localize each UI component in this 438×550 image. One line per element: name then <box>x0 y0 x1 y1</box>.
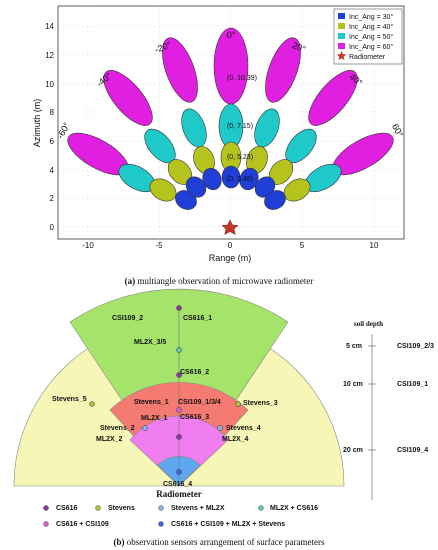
label-ml2x-4: ML2X_4 <box>222 436 249 443</box>
sensor-point-csi109-134 <box>176 407 182 413</box>
ytick: 0 <box>50 223 55 232</box>
angle-label-0: 0° <box>227 30 236 40</box>
depth-20cm-sensor: CSI109_4 <box>397 447 428 454</box>
legend-label-radiometer: Radiometer <box>349 54 386 61</box>
legend-label-inc60: Inc_Ang = 60° <box>349 43 393 51</box>
legend-swatch-inc60 <box>338 43 345 49</box>
legend-b-ml2x-cs616-swatch <box>258 505 264 511</box>
sensor-point-cs616-4 <box>176 469 182 475</box>
xtick: 0 <box>228 241 233 250</box>
label-stevens-1: Stevens_1 <box>134 399 169 406</box>
xtick: -10 <box>82 241 94 250</box>
footprint-60-m40 <box>103 70 153 126</box>
legend-label-inc40: Inc_Ang = 40° <box>349 23 393 31</box>
soil-depth-panel: soil depth 5 cm CSI109_2/3 10 cm CSI109_… <box>343 320 434 500</box>
label-ml2x-3-5: ML2X_3/5 <box>134 339 166 346</box>
sensor-point-stevens-3 <box>235 401 241 407</box>
legend-swatch-inc30 <box>338 13 345 19</box>
legend-b-stevens-ml2x-swatch <box>158 505 164 511</box>
label-ml2x-1: ML2X_1 <box>141 415 168 422</box>
inc50-footprints <box>118 103 342 193</box>
ytick: 14 <box>45 22 54 31</box>
soil-depth-title: soil depth <box>354 320 383 328</box>
center-label-30: (0, 3.46) <box>227 176 253 183</box>
legend-b-cs616-swatch <box>43 505 49 511</box>
depth-10cm-sensor: CSI109_1 <box>397 381 428 388</box>
sensor-point-cs616-2 <box>176 372 182 378</box>
caption-a: (a) multiangle observation of microwave … <box>125 276 314 286</box>
xtick: -5 <box>155 241 163 250</box>
legend-b-stevens-ml2x: Stevens + ML2X <box>171 505 225 512</box>
ytick: 4 <box>50 166 55 175</box>
center-label-60: (0, 10.39) <box>227 75 257 82</box>
legend-b-stevens: Stevens <box>108 505 135 512</box>
figure-a: (0, 10.39) (0, 7.15) (0, 5.23) (0, 3.46)… <box>32 5 406 286</box>
radiometer-star <box>221 219 239 235</box>
label-ml2x-2: ML2X_2 <box>96 436 123 443</box>
inc40-footprints <box>149 141 311 202</box>
legend-b-cs616-csi109: CS616 + CSI109 <box>56 521 109 528</box>
sensor-point-ml2x-3-5 <box>176 347 182 353</box>
ytick: 8 <box>50 108 55 117</box>
footprint-60-m20 <box>162 37 198 103</box>
y-axis-label: Azimuth (m) <box>32 99 42 148</box>
label-stevens-4: Stevens_4 <box>226 425 261 432</box>
sensor-point-cs616-3 <box>176 434 182 440</box>
ytick: 10 <box>45 80 54 89</box>
ytick: 2 <box>50 194 55 203</box>
footprint-40-m60 <box>149 178 177 202</box>
label-cs616-2: CS616_2 <box>180 369 209 376</box>
label-csi109-2: CSI109_2 <box>112 315 143 322</box>
center-label-40: (0, 5.23) <box>227 154 253 161</box>
x-axis-label: Range (m) <box>209 253 252 263</box>
legend-b-all: CS616 + CSI109 + ML2X + Stevens <box>171 521 285 528</box>
label-stevens-2: Stevens_2 <box>100 425 135 432</box>
legend-b: CS616 Stevens Stevens + ML2X ML2X + CS61… <box>43 505 318 528</box>
label-csi109-134: CSI109_1/3/4 <box>178 399 221 406</box>
legend-label-inc30: Inc_Ang = 30° <box>349 13 393 21</box>
angle-label-p20: 20° <box>291 40 308 54</box>
legend-swatch-inc50 <box>338 33 345 39</box>
legend-label-inc50: Inc_Ang = 50° <box>349 33 393 41</box>
inc60-footprints <box>67 27 394 176</box>
legend-swatch-inc40 <box>338 23 345 29</box>
sensor-point-stevens-2 <box>142 425 148 431</box>
footprint-30-m40 <box>185 176 207 198</box>
xtick: 10 <box>370 241 379 250</box>
label-cs616-4: CS616_4 <box>163 481 192 488</box>
sensor-point-cs616-1 <box>176 305 182 311</box>
label-stevens-5: Stevens_5 <box>52 396 87 403</box>
legend-b-ml2x-cs616: ML2X + CS616 <box>270 505 318 512</box>
ytick: 6 <box>50 137 55 146</box>
depth-20cm: 20 cm <box>343 447 363 454</box>
center-label-50: (0, 7.15) <box>227 123 253 130</box>
legend-a: Inc_Ang = 30° Inc_Ang = 40° Inc_Ang = 50… <box>333 8 403 65</box>
depth-5cm: 5 cm <box>346 343 362 350</box>
legend-b-stevens-swatch <box>95 505 101 511</box>
caption-b: (b) observation sensors arrangement of s… <box>114 537 325 547</box>
legend-b-cs616: CS616 <box>56 505 78 512</box>
ytick: 12 <box>45 51 54 60</box>
footprint-30-m20 <box>202 167 222 191</box>
depth-10cm: 10 cm <box>343 381 363 388</box>
label-stevens-3: Stevens_3 <box>243 400 278 407</box>
footprint-60-p20 <box>265 37 301 103</box>
label-cs616-3: CS616_3 <box>180 414 209 421</box>
figure-b: CSI109_2 CS616_1 ML2X_3/5 CS616_2 Steven… <box>13 288 434 547</box>
sensor-point-stevens-4 <box>217 425 223 431</box>
legend-b-cs616-csi109-swatch <box>43 521 49 527</box>
depth-5cm-sensor: CSI109_2/3 <box>397 343 434 350</box>
legend-b-all-swatch <box>158 521 164 527</box>
label-cs616-1: CS616_1 <box>183 315 212 322</box>
xtick: 5 <box>300 241 305 250</box>
footprint-30-p60 <box>264 190 286 210</box>
radiometer-label: Radiometer <box>156 489 201 499</box>
legend-star-icon <box>336 51 347 61</box>
sensor-point-stevens-5 <box>89 401 95 407</box>
inc30-footprints <box>175 165 286 210</box>
footprint-60-p40 <box>308 70 358 126</box>
